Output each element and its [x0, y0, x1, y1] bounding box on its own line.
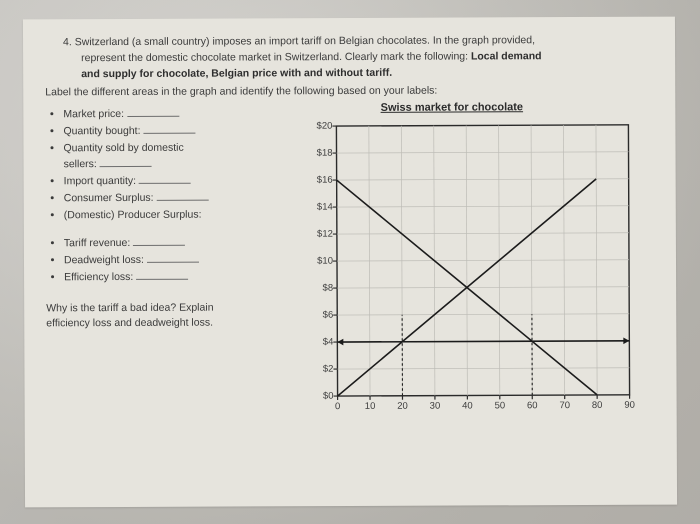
blank-list-1: Market price: Quantity bought: Quantity … — [45, 106, 281, 224]
item-efficiency-loss: Efficiency loss: — [64, 269, 281, 285]
x-tick-label: 80 — [592, 400, 603, 411]
q-line-3b: and supply for chocolate, Belgian price … — [81, 66, 392, 79]
y-tick-label: $14 — [305, 202, 333, 213]
item-qty-sold-domestic: Quantity sold by domesticsellers: — [63, 141, 280, 172]
chart-column: Swiss market for chocolate $0$2$4$6$8$10… — [290, 103, 654, 331]
blank[interactable] — [139, 175, 191, 184]
x-tick-label: 30 — [430, 401, 441, 412]
y-tick-label: $10 — [305, 256, 333, 267]
item-tariff-revenue: Tariff revenue: — [64, 235, 281, 251]
q-line-1: Switzerland (a small country) imposes an… — [75, 34, 535, 48]
blank[interactable] — [136, 271, 188, 280]
x-tick-label: 0 — [335, 401, 340, 412]
blank[interactable] — [147, 253, 199, 262]
blank-list-2: Tariff revenue: Deadweight loss: Efficie… — [46, 235, 281, 286]
blanks-column: Market price: Quantity bought: Quantity … — [45, 104, 281, 332]
worksheet-paper: 4. Switzerland (a small country) imposes… — [23, 17, 677, 508]
item-dwl: Deadweight loss: — [64, 252, 281, 268]
y-tick-label: $2 — [305, 364, 333, 375]
blank[interactable] — [133, 236, 185, 245]
photo-wrapper: 4. Switzerland (a small country) imposes… — [0, 0, 700, 524]
chart: $0 $2 $4 $6 $8 $10 $12 $14 $16 $18 $20 0 10 20 30 40 50 6… — [298, 117, 649, 429]
blank[interactable] — [100, 158, 152, 167]
y-tick-label: $18 — [305, 148, 333, 159]
y-tick-label: $12 — [305, 229, 333, 240]
item-qty-bought: Quantity bought: — [63, 124, 280, 140]
y-tick-label: $4 — [305, 337, 333, 348]
item-import-qty: Import quantity: — [64, 173, 281, 189]
item-producer-surplus: (Domestic) Producer Surplus: — [64, 208, 281, 224]
question-text: 4. Switzerland (a small country) imposes… — [45, 33, 653, 83]
q-line-2a: represent the domestic chocolate market … — [81, 50, 471, 64]
label-instruction: Label the different areas in the graph a… — [45, 83, 653, 101]
q-line-2b: Local demand — [471, 50, 542, 62]
chart-title: Swiss market for chocolate — [290, 101, 613, 114]
item-market-price: Market price: — [63, 106, 280, 122]
blank[interactable] — [157, 192, 209, 201]
content-columns: Market price: Quantity bought: Quantity … — [45, 103, 654, 332]
y-tick-label: $20 — [304, 121, 332, 132]
item-consumer-surplus: Consumer Surplus: — [64, 190, 281, 206]
x-tick-label: 70 — [559, 400, 570, 411]
y-tick-label: $0 — [306, 391, 334, 402]
x-tick-label: 10 — [365, 401, 376, 412]
chart-svg — [298, 117, 649, 429]
why-question: Why is the tariff a bad idea? Explain ef… — [46, 300, 281, 331]
y-tick-label: $6 — [305, 310, 333, 321]
x-tick-label: 90 — [624, 400, 635, 411]
x-tick-label: 50 — [495, 400, 506, 411]
blank[interactable] — [127, 108, 179, 117]
x-tick-label: 60 — [527, 400, 538, 411]
x-tick-label: 20 — [397, 401, 408, 412]
y-tick-label: $8 — [305, 283, 333, 294]
x-tick-label: 40 — [462, 400, 473, 411]
blank[interactable] — [143, 125, 195, 134]
question-number: 4. — [63, 36, 72, 48]
y-tick-label: $16 — [305, 175, 333, 186]
